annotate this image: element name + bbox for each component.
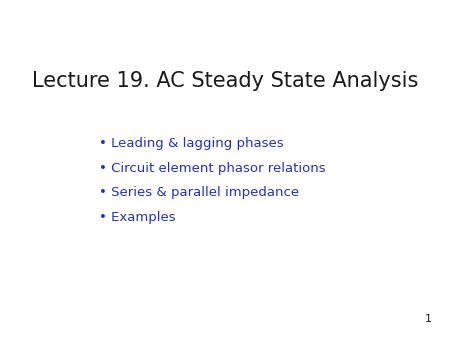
Text: • Examples: • Examples — [99, 211, 176, 224]
Text: • Leading & lagging phases: • Leading & lagging phases — [99, 137, 284, 150]
Text: • Series & parallel impedance: • Series & parallel impedance — [99, 186, 299, 199]
Text: • Circuit element phasor relations: • Circuit element phasor relations — [99, 162, 326, 174]
Text: Lecture 19. AC Steady State Analysis: Lecture 19. AC Steady State Analysis — [32, 71, 418, 91]
Text: 1: 1 — [425, 314, 432, 324]
